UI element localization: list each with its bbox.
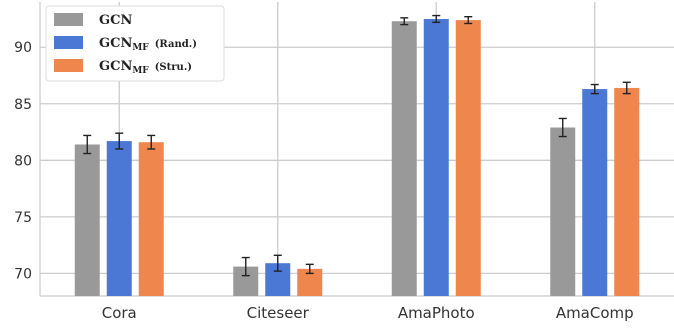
bar — [423, 18, 449, 296]
bar — [550, 127, 576, 296]
x-tick-labels: Cora Citeseer AmaPhoto AmaComp — [102, 304, 634, 322]
y-tick-label: 75 — [14, 210, 32, 226]
legend-swatch — [54, 13, 83, 26]
bar — [582, 89, 608, 296]
y-tick-label: 70 — [14, 266, 32, 282]
bar — [138, 142, 164, 296]
x-tick-label: AmaComp — [556, 304, 634, 322]
bars — [74, 18, 640, 296]
y-tick-label: 90 — [14, 40, 32, 56]
y-tick-label: 80 — [14, 153, 32, 169]
bar — [106, 141, 132, 296]
legend-box — [45, 5, 225, 82]
legend-label: GCN — [99, 13, 132, 28]
legend-swatch — [54, 36, 83, 49]
bar — [74, 144, 100, 296]
y-tick-label: 85 — [14, 97, 32, 113]
bar — [455, 20, 481, 296]
x-tick-label: Citeseer — [247, 304, 310, 322]
legend-swatch — [54, 59, 83, 72]
legend: GCN GCNMF (Rand.) GCNMF (Stru.) — [45, 5, 225, 82]
legend-label: GCNMF (Stru.) — [99, 59, 192, 76]
bar — [391, 21, 417, 296]
legend-label: GCNMF (Rand.) — [99, 36, 197, 53]
x-tick-label: AmaPhoto — [398, 304, 475, 322]
x-tick-label: Cora — [102, 304, 137, 322]
bar — [614, 87, 640, 296]
y-tick-labels: 70 75 80 85 90 — [14, 40, 32, 282]
error-bars — [83, 14, 631, 277]
